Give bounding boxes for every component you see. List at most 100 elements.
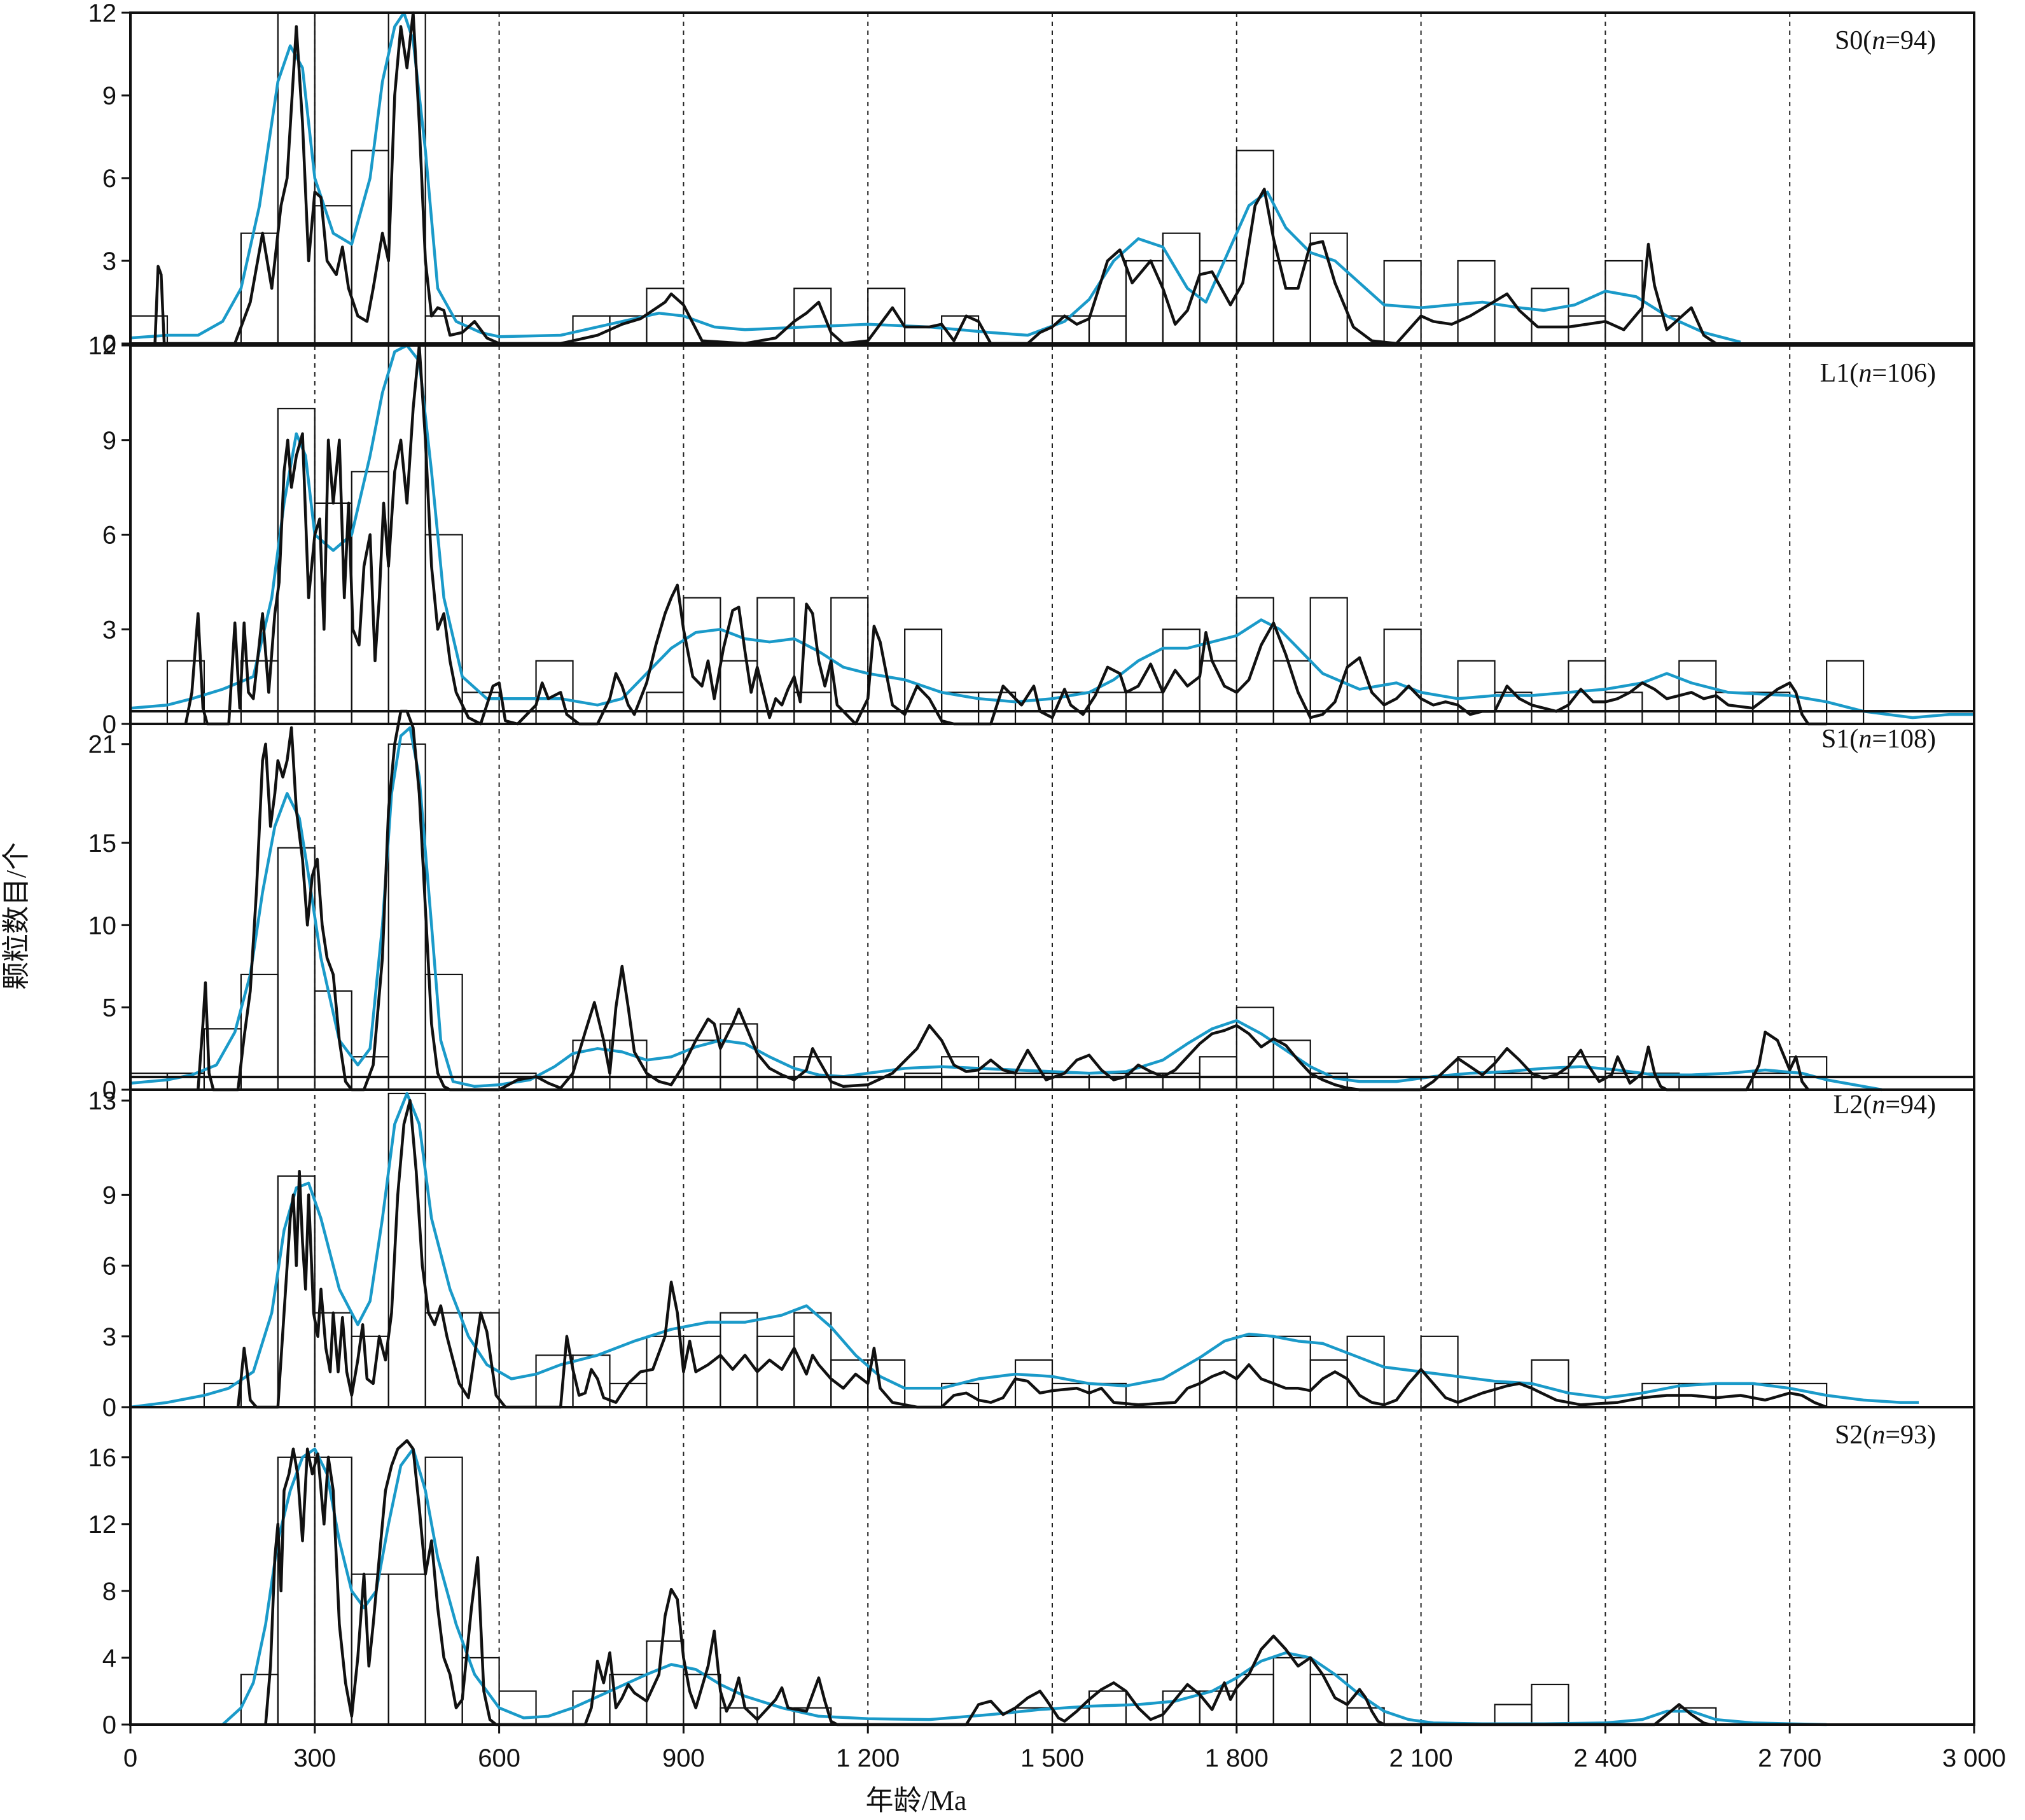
x-tick-label: 600 xyxy=(478,1744,520,1772)
y-tick-label: 5 xyxy=(102,994,116,1022)
histogram-bar xyxy=(683,1039,721,1091)
y-tick-label: 12 xyxy=(88,1511,117,1539)
panels: 0 3 6 9 12 S0(n=94) 0 3 6 9 12 L1(n=106) 0 5 10 15 21 S1(… xyxy=(88,0,1975,1739)
histogram-bar xyxy=(1568,315,1606,345)
x-tick-label: 300 xyxy=(293,1744,336,1772)
histogram-bar xyxy=(1199,1056,1237,1091)
panel-label: S1(n=108) xyxy=(1821,725,1936,754)
histogram-bar xyxy=(1272,1657,1311,1726)
histogram-bar xyxy=(1346,1335,1385,1408)
histogram-bar xyxy=(498,1690,537,1726)
x-tick-label: 1 500 xyxy=(1020,1744,1084,1772)
histogram-bar xyxy=(1125,691,1164,725)
histogram-bar xyxy=(756,597,795,725)
histogram-bar xyxy=(1014,1359,1054,1408)
histogram-bar xyxy=(756,1335,795,1408)
y-tick-label: 9 xyxy=(102,82,116,110)
histogram-bar xyxy=(867,1359,906,1408)
histogram-bar xyxy=(203,1382,242,1408)
pdp-curve xyxy=(236,1099,1828,1409)
x-tick-label: 0 xyxy=(123,1744,137,1772)
y-tick-label: 9 xyxy=(102,427,116,455)
kde-curve xyxy=(130,1092,1919,1409)
histogram-bar xyxy=(1494,1704,1533,1726)
histogram-bar xyxy=(1272,260,1311,345)
histogram-bar xyxy=(1051,1382,1090,1408)
pdp-curve xyxy=(264,1439,1711,1726)
histogram-bar xyxy=(1309,232,1348,345)
panel-s1: 0 5 10 15 21 S1(n=108) xyxy=(88,709,1975,1104)
histogram-bar xyxy=(1531,1683,1569,1726)
x-axis: 0 300 600 900 1 200 1 500 1 800 2 100 2 400 2 700… xyxy=(123,1725,2006,1772)
y-tick-label: 12 xyxy=(88,332,117,360)
histogram-bar xyxy=(1088,315,1127,345)
kde-curve xyxy=(130,344,1974,719)
histogram-bar xyxy=(1383,629,1422,725)
histogram-bar xyxy=(1272,1039,1311,1091)
y-tick-label: 15 xyxy=(88,830,117,858)
histogram-bar xyxy=(1752,691,1791,725)
y-tick-label: 4 xyxy=(102,1644,116,1672)
y-tick-label: 0 xyxy=(102,1711,116,1739)
panel-label: S0(n=94) xyxy=(1835,26,1936,55)
y-tick-label: 8 xyxy=(102,1578,116,1606)
y-tick-label: 3 xyxy=(102,616,116,644)
y-tick-label: 3 xyxy=(102,247,116,275)
histogram-bar xyxy=(720,1023,758,1091)
histogram-bar xyxy=(1199,1359,1237,1408)
panel-label: L1(n=106) xyxy=(1820,359,1936,388)
x-axis-title: 年龄/Ma xyxy=(866,1785,967,1816)
panel-s0: 0 3 6 9 12 S0(n=94) xyxy=(88,0,1975,358)
panel-l2: 0 3 6 9 13 L2(n=94) xyxy=(88,1076,1975,1422)
pdp-curve xyxy=(153,11,1717,345)
x-tick-label: 900 xyxy=(662,1744,705,1772)
y-tick-label: 0 xyxy=(102,330,116,358)
x-tick-label: 2 700 xyxy=(1758,1744,1821,1772)
y-tick-label: 6 xyxy=(102,522,116,550)
y-axis-title: 颗粒数目/个 xyxy=(1,842,32,990)
histogram-bar xyxy=(1531,288,1569,345)
y-tick-label: 0 xyxy=(102,711,116,739)
y-tick-label: 9 xyxy=(102,1181,116,1209)
panel-label: L2(n=94) xyxy=(1834,1090,1936,1120)
histogram-bar xyxy=(941,1056,980,1091)
x-tick-label: 1 800 xyxy=(1205,1744,1269,1772)
histogram-bar xyxy=(1309,1674,1348,1726)
y-tick-label: 0 xyxy=(102,1076,116,1104)
histogram-bar xyxy=(387,1573,426,1726)
histogram-bar xyxy=(646,1335,685,1408)
histogram-bar xyxy=(1272,1335,1311,1408)
histogram-bar xyxy=(1235,149,1274,345)
y-tick-label: 21 xyxy=(88,731,117,759)
histogram-bar xyxy=(646,691,685,725)
x-tick-label: 1 200 xyxy=(836,1744,900,1772)
panel-label: S2(n=93) xyxy=(1835,1421,1936,1450)
kde-curve xyxy=(130,11,1741,344)
y-tick-label: 3 xyxy=(102,1323,116,1351)
panel-l1: 0 3 6 9 12 L1(n=106) xyxy=(88,332,1975,739)
x-tick-label: 2 100 xyxy=(1389,1744,1453,1772)
histogram-bar xyxy=(461,1657,500,1726)
panel-s2: 0 4 8 12 16 S2(n=93) xyxy=(88,1406,1975,1739)
histogram-bar xyxy=(1309,597,1348,725)
y-tick-label: 16 xyxy=(88,1444,117,1472)
histogram-bar xyxy=(461,691,500,725)
kde-curve xyxy=(130,726,1882,1092)
histogram-bar xyxy=(166,660,205,725)
histogram-bar xyxy=(1826,660,1865,725)
y-tick-label: 13 xyxy=(88,1087,117,1115)
y-tick-label: 12 xyxy=(88,0,117,27)
y-tick-label: 10 xyxy=(88,912,117,940)
histogram-bar xyxy=(1678,660,1717,725)
y-tick-label: 6 xyxy=(102,1253,116,1281)
histogram-bar xyxy=(314,990,352,1091)
histogram-bar xyxy=(646,1640,685,1726)
pdp-curve xyxy=(197,709,1809,1092)
y-tick-label: 6 xyxy=(102,165,116,193)
panel-frame xyxy=(129,1076,1975,1408)
histogram-bar xyxy=(424,1456,463,1726)
histogram-bar xyxy=(1383,260,1422,345)
y-tick-label: 0 xyxy=(102,1394,116,1422)
x-tick-label: 3 000 xyxy=(1942,1744,2006,1772)
